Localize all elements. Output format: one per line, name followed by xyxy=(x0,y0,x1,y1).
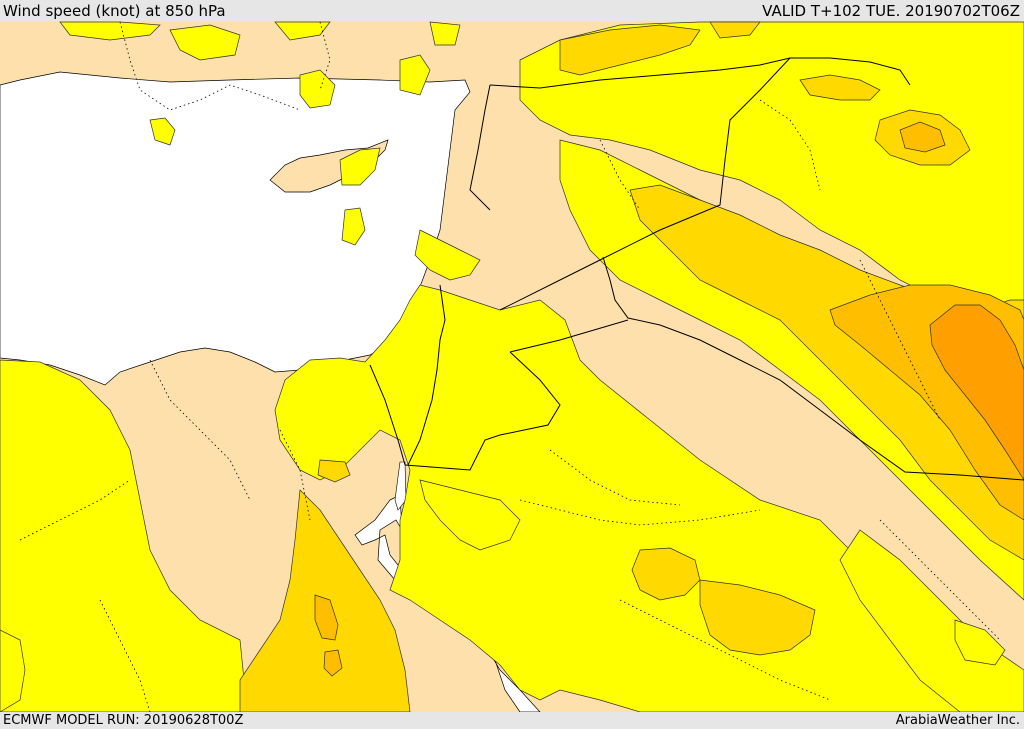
map-canvas xyxy=(0,21,1024,712)
valid-time: VALID T+102 TUE. 20190702T06Z xyxy=(762,2,1020,20)
wind-speed-map xyxy=(0,21,1024,712)
credit-label: ArabiaWeather Inc. xyxy=(895,713,1020,728)
band-4-areas xyxy=(929,304,1024,481)
red-sea xyxy=(354,494,541,712)
country-borders xyxy=(369,57,1024,481)
band-1-areas xyxy=(0,21,1024,712)
model-run-label: ECMWF MODEL RUN: 20190628T00Z xyxy=(3,713,244,728)
internal-borders xyxy=(19,21,1001,712)
map-header: Wind speed (knot) at 850 hPa VALID T+102… xyxy=(0,0,1024,21)
map-title: Wind speed (knot) at 850 hPa xyxy=(3,2,226,20)
map-footer: ECMWF MODEL RUN: 20190628T00Z ArabiaWeat… xyxy=(0,712,1024,729)
